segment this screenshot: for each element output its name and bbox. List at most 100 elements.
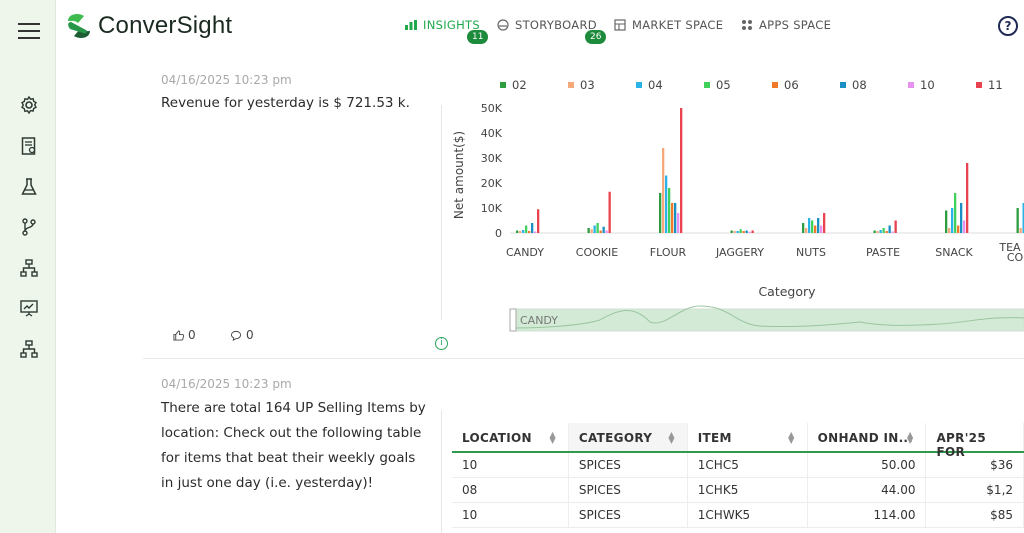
bar [802,223,805,233]
revenue-bar-chart: 02 03 04 05 06 08 10 11 0 10K 20K 30K 40K 50K Net amou… [452,78,1024,332]
column-header-item[interactable]: ITEM ▲ ▼ [688,423,808,451]
upselling-table: LOCATION ▲ ▼ CATEGORY ▲ ▼ ITEM ▲ ▼ ONHAND IN..… [452,423,1024,528]
y-axis-label: Net amount($) [452,131,466,219]
bar [1019,228,1022,233]
sort-icon[interactable]: ▲ ▼ [907,430,914,445]
cell-category: SPICES [569,453,688,477]
bar [873,230,876,233]
x-tick-label: CO [1007,251,1024,264]
legend-label: 06 [784,78,799,92]
table-row[interactable]: 10 SPICES 1CHWK5 114.00 $85 [452,503,1024,528]
tab-insights[interactable]: INSIGHTS [405,18,480,32]
bar [745,230,748,233]
bar [593,225,596,233]
cell-item: 1CHK5 [688,478,808,502]
zoom-preview-line [511,305,1024,329]
tab-market-space[interactable]: MARKET SPACE [614,18,723,32]
like-button[interactable]: 0 [173,328,196,342]
sort-icon[interactable]: ▲ ▼ [549,430,556,445]
bar [751,230,754,233]
help-icon[interactable]: ? [998,16,1018,36]
conversight-logo-icon [68,13,90,39]
x-axis-label: Category [758,284,816,299]
flask-icon[interactable] [19,177,39,197]
x-tick-label: TEA [998,241,1021,254]
menu-icon[interactable] [18,23,40,39]
table-row[interactable]: 08 SPICES 1CHK5 44.00 $1,2 [452,478,1024,503]
column-header-onhand[interactable]: ONHAND IN... ▲ ▼ [808,423,927,451]
column-header-forecast[interactable]: APR'25 FOR [926,423,1024,459]
sort-icon[interactable]: ▲ ▼ [788,430,795,445]
bar [733,231,736,233]
tab-apps-space[interactable]: APPS SPACE [741,18,831,32]
cell-forecast: $1,2 [926,478,1024,502]
legend-swatch [976,82,982,88]
insight-timestamp-2: 04/16/2025 10:23 pm [161,377,292,391]
app-logo[interactable]: ConverSight [64,11,232,41]
bar [677,213,680,233]
legend-label: 03 [580,78,595,92]
hierarchy-alt-icon[interactable] [19,339,39,359]
x-tick-label: COOKIE [576,246,618,259]
divider-2 [441,410,442,533]
presentation-chart-icon[interactable] [19,298,39,318]
settings-gear-icon[interactable] [19,95,39,115]
bar [820,225,823,233]
info-icon[interactable]: i [435,337,448,350]
cell-category: SPICES [569,478,688,502]
apps-grid-icon [742,20,752,30]
bar [748,231,751,233]
hierarchy-icon[interactable] [19,258,39,278]
divider [441,105,442,320]
table-row[interactable]: 10 SPICES 1CHC5 50.00 $36 [452,453,1024,478]
bar [525,225,528,233]
bar [888,225,891,233]
tab-storyboard[interactable]: STORYBOARD [497,18,597,32]
market-space-icon [614,19,626,31]
thumbs-up-icon [173,329,184,341]
y-tick-label: 30K [481,152,503,165]
insight-message: Revenue for yesterday is $ 721.53 k. [161,95,410,111]
legend-label: 08 [852,78,867,92]
insight-separator [143,358,1024,359]
app-name: ConverSight [98,12,233,39]
sort-icon[interactable]: ▲ ▼ [668,430,675,445]
like-count: 0 [188,328,196,342]
legend-label: 04 [648,78,663,92]
tab-storyboard-label: STORYBOARD [515,18,597,32]
bar [739,229,742,233]
bar [590,229,593,233]
zoom-handle [509,308,517,332]
bar [668,188,671,233]
y-tick-label: 20K [481,177,503,190]
bar [882,228,885,233]
y-tick-label: 10K [481,202,503,215]
bar-chart-icon [405,20,417,30]
comment-button[interactable]: 0 [230,328,254,342]
zoom-scrollbar [509,308,1024,332]
bar [885,231,888,233]
x-tick-label: CANDY [506,246,544,259]
bar [805,228,808,233]
bar [680,108,683,233]
bar [596,223,599,233]
bar [602,226,605,233]
zoom-label: CANDY [520,314,558,327]
bar [808,218,811,233]
legend-swatch [636,82,642,88]
cell-onhand: 114.00 [808,503,927,527]
bar [671,203,674,233]
cell-onhand: 44.00 [808,478,927,502]
cell-item: 1CHC5 [688,453,808,477]
x-tick-label: FLOUR [650,246,687,259]
tab-insights-label: INSIGHTS [423,18,480,32]
tab-market-space-label: MARKET SPACE [632,18,724,32]
legend-swatch [772,82,778,88]
report-icon[interactable] [19,136,39,156]
column-header-category[interactable]: CATEGORY ▲ ▼ [568,423,688,451]
branch-icon[interactable] [19,217,39,237]
y-tick-label: 40K [481,127,503,140]
column-header-location[interactable]: LOCATION ▲ ▼ [452,423,569,451]
x-tick-label: PASTE [866,246,900,259]
bar [957,225,960,233]
